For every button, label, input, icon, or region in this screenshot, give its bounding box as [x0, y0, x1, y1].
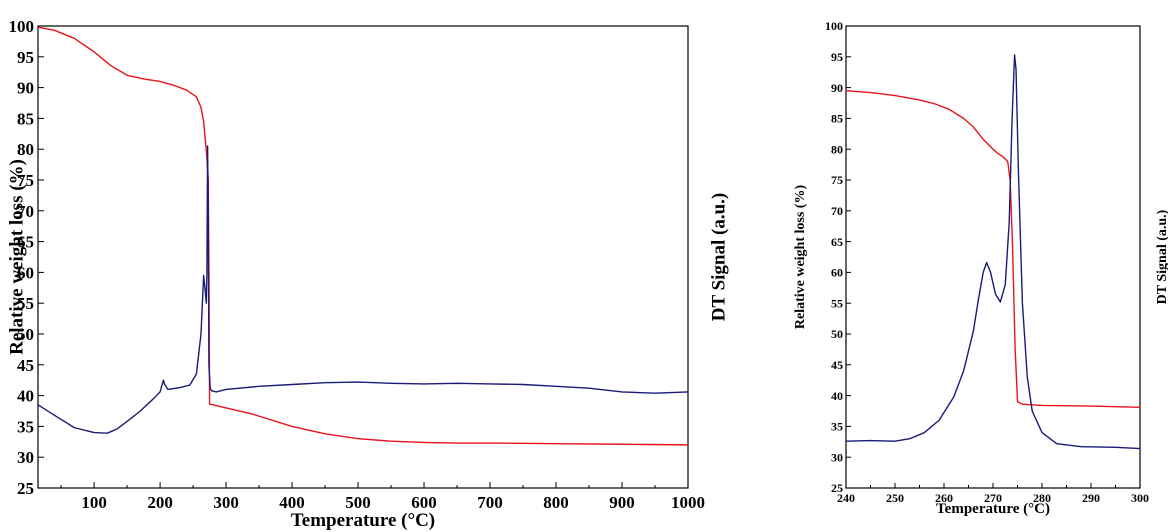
x-tick-label: 300: [213, 493, 239, 512]
y-tick-label: 85: [831, 112, 843, 126]
y-tick-label: 85: [17, 109, 34, 128]
y-tick-label: 60: [17, 263, 34, 282]
x-tick-label: 240: [837, 491, 855, 505]
y-tick-label: 55: [17, 294, 34, 313]
y-tick-label: 70: [831, 204, 843, 218]
y-tick-label: 70: [17, 202, 34, 221]
y-tick-label: 90: [17, 79, 34, 98]
main-chart: 100 200 300 400 500 600 700 800 900 1000 25 30 35 40…: [6, 17, 729, 531]
tick-marks: [38, 25, 689, 489]
y-tick-label: 95: [17, 48, 34, 67]
x-tick-label: 270: [984, 491, 1002, 505]
y-tick-label: 65: [831, 235, 843, 249]
y-tick-label: 75: [17, 171, 34, 190]
y-tick-label: 80: [831, 142, 843, 156]
y-tick-label: 50: [17, 325, 34, 344]
y-tick-label: 30: [831, 450, 843, 464]
x-tick-labels: 100 200 300 400 500 600 700 800 900 1000: [81, 493, 705, 512]
tg-curve: [845, 89, 1141, 408]
y-tick-label: 35: [17, 417, 34, 436]
dt-curve: [37, 145, 689, 434]
y-tick-label: 50: [831, 327, 843, 341]
y-tick-label: 100: [825, 19, 843, 33]
zoom-chart: 240 250 260 270 280 290 300 25 30 35 40 45 50 55 60 65…: [793, 19, 1168, 517]
y-tick-label: 45: [17, 356, 34, 375]
x-tick-label: 600: [411, 493, 437, 512]
y2-axis-label: DT Signal (a.u.): [1155, 209, 1168, 304]
x-tick-label: 100: [81, 493, 107, 512]
x-tick-label: 260: [935, 491, 953, 505]
y-tick-label: 60: [831, 266, 843, 280]
y-tick-label: 45: [831, 358, 843, 372]
y-tick-label: 95: [831, 50, 843, 64]
x-tick-label: 700: [477, 493, 503, 512]
x-axis-label: Temperature (°C): [291, 510, 435, 531]
y-tick-label: 25: [17, 479, 34, 498]
y-tick-labels: 25 30 35 40 45 50 55 60 65 70 75 80 85 90 95 100: [9, 17, 35, 498]
y-tick-label: 35: [831, 420, 843, 434]
x-tick-label: 250: [886, 491, 904, 505]
y-tick-label: 65: [17, 233, 34, 252]
x-tick-label: 300: [1131, 491, 1149, 505]
x-tick-label: 500: [345, 493, 371, 512]
y-tick-label: 25: [831, 481, 843, 495]
series-group: [845, 54, 1141, 450]
y-tick-label: 100: [9, 17, 35, 36]
x-tick-label: 200: [147, 493, 173, 512]
y-axis-label: Relative weight loss (%): [6, 159, 27, 355]
y-tick-label: 30: [17, 448, 34, 467]
y-tick-label: 55: [831, 296, 843, 310]
x-tick-label: 400: [279, 493, 305, 512]
x-tick-label: 280: [1033, 491, 1051, 505]
y-tick-label: 75: [831, 173, 843, 187]
y-tick-label: 40: [831, 389, 843, 403]
x-tick-label: 900: [609, 493, 635, 512]
x-tick-label: 1000: [671, 493, 705, 512]
x-tick-label: 800: [543, 493, 569, 512]
tick-marks: [845, 25, 1141, 489]
y2-axis-label: DT Signal (a.u.): [708, 193, 729, 321]
y-axis-label: Relative weight loss (%): [793, 185, 808, 330]
dt-curve: [845, 54, 1141, 450]
y-tick-label: 40: [17, 387, 34, 406]
plot-frame: [37, 25, 689, 489]
x-tick-labels: 240 250 260 270 280 290 300: [837, 491, 1149, 505]
series-group: [37, 26, 689, 446]
y-tick-label: 90: [831, 81, 843, 95]
y-tick-labels: 25 30 35 40 45 50 55 60 65 70 75 80 85 90 95 100: [825, 19, 843, 495]
x-axis-label: Temperature (°C): [936, 501, 1050, 517]
x-tick-label: 290: [1082, 491, 1100, 505]
y-tick-label: 80: [17, 140, 34, 159]
